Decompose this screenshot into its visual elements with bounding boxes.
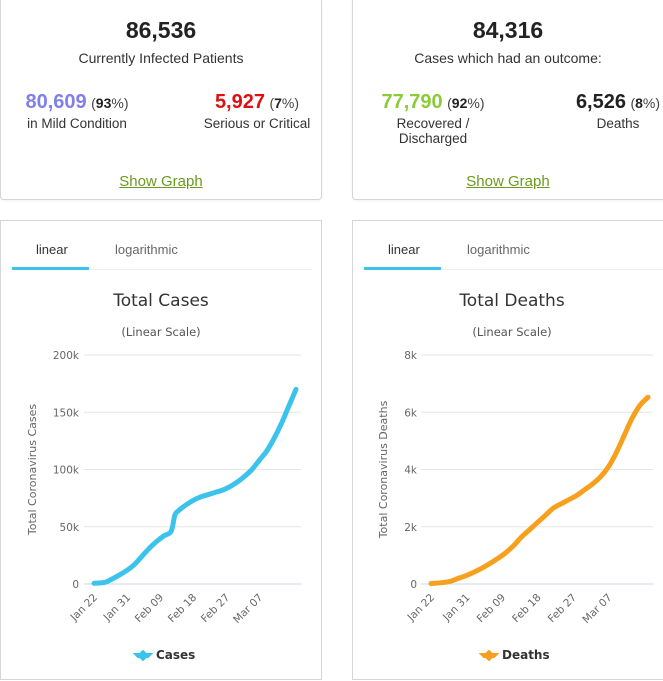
tab-linear[interactable]: linear xyxy=(36,242,68,257)
legend-symbol-icon[interactable] xyxy=(478,649,500,662)
currently-infected-card: 86,536 Currently Infected Patients 80,60… xyxy=(0,0,322,200)
x-tick-label: Jan 31 xyxy=(101,592,133,624)
y-tick-label: 6k xyxy=(404,407,418,419)
y-tick-label: 4k xyxy=(404,465,418,477)
chart-subtitle: (Linear Scale) xyxy=(472,325,552,339)
total-deaths-chart-card: linear logarithmic Total Deaths (Linear … xyxy=(352,220,663,680)
recovered-percent: (92%) xyxy=(447,95,485,111)
legend-item-deaths[interactable]: Deaths xyxy=(502,648,550,662)
x-tick-label: Feb 18 xyxy=(166,592,199,625)
x-tick-label: Feb 18 xyxy=(510,592,543,625)
deaths-percent: (8%) xyxy=(630,95,661,111)
scale-tabs: linear logarithmic xyxy=(364,221,663,270)
x-tick-label: Feb 09 xyxy=(475,592,508,625)
x-tick-label: Feb 27 xyxy=(199,592,232,625)
outcome-total: 84,316 xyxy=(472,17,544,43)
y-tick-label: 8k xyxy=(404,350,418,362)
y-tick-label: 100k xyxy=(53,465,80,477)
active-tab-indicator xyxy=(12,267,89,270)
recovered-value: 77,790 xyxy=(381,91,443,113)
recovered-stat: 77,790 (92%) Recovered / Discharged xyxy=(363,91,503,146)
serious-percent: (7%) xyxy=(269,95,300,111)
x-tick-label: Feb 27 xyxy=(546,592,579,625)
legend-item-cases[interactable]: Cases xyxy=(156,648,195,662)
scale-tabs: linear logarithmic xyxy=(12,221,312,270)
y-tick-label: 0 xyxy=(72,579,79,591)
series-line-cases[interactable] xyxy=(91,386,299,586)
chart-title: Total Cases xyxy=(113,291,209,311)
y-axis-label: Total Coronavirus Cases xyxy=(26,404,39,537)
x-tick-label: Mar 07 xyxy=(580,592,614,626)
show-graph-link[interactable]: Show Graph xyxy=(466,173,550,190)
tab-logarithmic[interactable]: logarithmic xyxy=(115,242,178,257)
x-tick-label: Jan 22 xyxy=(405,592,437,624)
total-deaths-chart: 0 2k 4k 6k 8k Total Coronavirus Deaths Jan 22 J… xyxy=(377,350,653,662)
y-tick-label: 50k xyxy=(60,522,80,534)
show-graph-link[interactable]: Show Graph xyxy=(119,173,203,190)
x-tick-label: Jan 22 xyxy=(68,592,100,624)
deaths-label: Deaths xyxy=(596,116,640,131)
serious-stat: 5,927 (7%) Serious or Critical xyxy=(197,91,317,131)
closed-cases-card: 84,316 Cases which had an outcome: 77,79… xyxy=(352,0,663,200)
deaths-stat: 6,526 (8%) Deaths xyxy=(563,91,663,131)
x-tick-label: Mar 07 xyxy=(231,592,265,626)
y-tick-label: 2k xyxy=(404,522,418,534)
y-tick-label: 150k xyxy=(53,407,80,419)
mild-value: 80,609 xyxy=(25,91,87,113)
active-tab-indicator xyxy=(364,267,441,270)
infected-total: 86,536 xyxy=(125,17,197,43)
mild-stat: 80,609 (93%) in Mild Condition xyxy=(9,91,145,131)
y-axis-label: Total Coronavirus Deaths xyxy=(377,400,390,539)
tab-linear[interactable]: linear xyxy=(388,242,420,257)
y-tick-label: 0 xyxy=(410,579,417,591)
y-tick-label: 200k xyxy=(53,350,80,362)
x-tick-label: Feb 09 xyxy=(133,592,166,625)
serious-label: Serious or Critical xyxy=(203,116,311,131)
deaths-value: 6,526 xyxy=(575,91,626,113)
tab-logarithmic[interactable]: logarithmic xyxy=(467,242,530,257)
serious-value: 5,927 xyxy=(214,91,265,113)
chart-title: Total Deaths xyxy=(459,291,565,311)
legend-symbol-icon[interactable] xyxy=(132,649,154,662)
recovered-label: Recovered / Discharged xyxy=(396,116,470,146)
x-tick-label: Jan 31 xyxy=(440,592,472,624)
total-cases-chart: 0 50k 100k 150k 200k Total Coronavirus Cases J… xyxy=(26,350,301,662)
chart-subtitle: (Linear Scale) xyxy=(121,325,201,339)
series-line-deaths[interactable] xyxy=(428,394,651,587)
mild-percent: (93%) xyxy=(91,95,129,111)
infected-label: Currently Infected Patients xyxy=(78,50,244,66)
total-cases-chart-card: linear logarithmic Total Cases (Linear S… xyxy=(0,220,322,680)
outcome-label: Cases which had an outcome: xyxy=(414,50,602,66)
mild-label: in Mild Condition xyxy=(27,116,127,131)
